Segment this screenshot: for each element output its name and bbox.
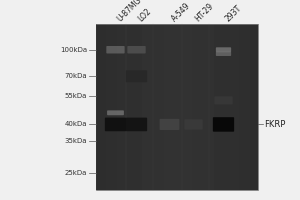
Text: 100kDa: 100kDa (60, 47, 87, 53)
Text: 35kDa: 35kDa (64, 138, 87, 144)
FancyBboxPatch shape (106, 46, 125, 53)
Text: FKRP: FKRP (265, 120, 286, 129)
FancyBboxPatch shape (126, 70, 147, 82)
FancyBboxPatch shape (105, 118, 126, 131)
Text: HT-29: HT-29 (194, 1, 215, 23)
FancyBboxPatch shape (126, 118, 147, 131)
FancyBboxPatch shape (216, 52, 231, 56)
FancyBboxPatch shape (127, 46, 146, 53)
Text: LO2: LO2 (136, 6, 153, 23)
FancyBboxPatch shape (160, 119, 179, 130)
Text: 40kDa: 40kDa (64, 121, 87, 127)
Text: A-549: A-549 (169, 1, 192, 23)
FancyBboxPatch shape (107, 110, 124, 115)
Text: U-87MG: U-87MG (116, 0, 143, 23)
Text: 70kDa: 70kDa (64, 73, 87, 79)
Text: 293T: 293T (224, 3, 243, 23)
Text: 55kDa: 55kDa (64, 93, 87, 99)
FancyBboxPatch shape (184, 119, 203, 130)
Text: 25kDa: 25kDa (64, 170, 87, 176)
FancyBboxPatch shape (214, 96, 233, 104)
Bar (96, 24, 258, 190)
FancyBboxPatch shape (213, 117, 234, 132)
FancyBboxPatch shape (216, 47, 231, 52)
